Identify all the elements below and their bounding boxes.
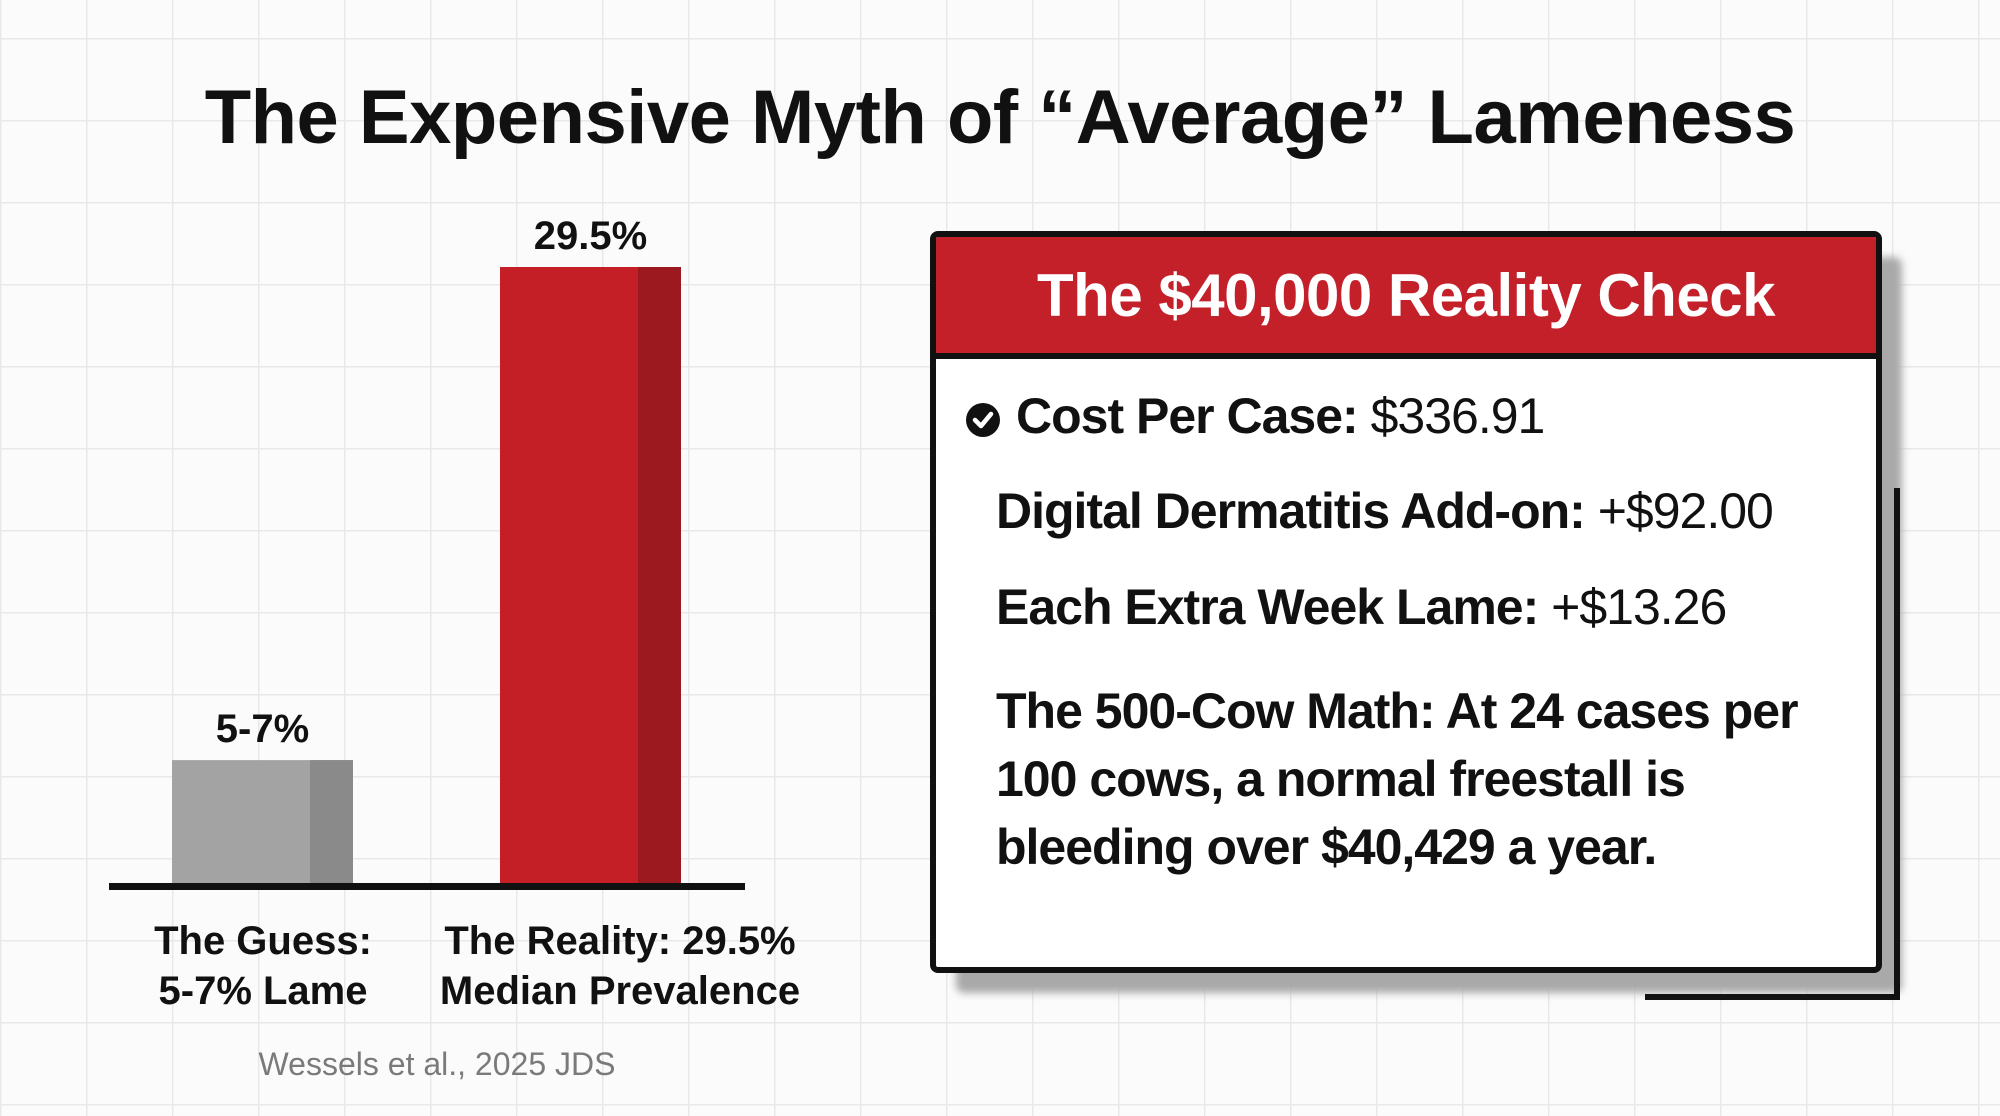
x-axis-line — [109, 883, 745, 890]
card-accent-edge — [1894, 488, 1900, 1000]
cost-per-case: Cost Per Case: $336.91 — [1016, 387, 1546, 445]
category-label-line: Median Prevalence — [439, 969, 801, 1013]
item-value: $336.91 — [1370, 388, 1546, 444]
reality-check-card: The $40,000 Reality Check Cost Per Case:… — [930, 231, 1882, 973]
bar-value-label: 29.5% — [534, 214, 647, 258]
source-citation: Wessels et al., 2025 JDS — [258, 1046, 616, 1082]
card-title: The $40,000 Reality Check — [936, 237, 1876, 359]
digital-dermatitis-addon: Digital Dermatitis Add-on: +$92.00 — [996, 482, 1774, 540]
item-value: +$13.26 — [1551, 579, 1727, 635]
item-label: Digital Dermatitis Add-on: — [996, 483, 1586, 539]
bar-value-label: 5-7% — [216, 707, 309, 751]
item-value: +$92.00 — [1597, 483, 1774, 539]
category-label-guess: The Guess: 5-7% Lame — [53, 916, 473, 1016]
item-label: Each Extra Week Lame: — [996, 579, 1539, 635]
card-accent-edge — [1645, 994, 1900, 1000]
category-label-line: The Reality: 29.5% — [444, 919, 796, 963]
item-label: Cost Per Case: — [1016, 388, 1359, 444]
category-label-reality: The Reality: 29.5% Median Prevalence — [410, 916, 830, 1016]
page-title: The Expensive Myth of “Average” Lameness — [204, 75, 1796, 160]
herd-math-paragraph: The 500-Cow Math: At 24 cases per 100 co… — [996, 683, 1799, 875]
category-label-line: 5-7% Lame — [158, 969, 368, 1013]
category-label-line: The Guess: — [154, 919, 372, 963]
extra-week-lame: Each Extra Week Lame: +$13.26 — [996, 578, 1727, 636]
check-circle-icon — [966, 403, 1000, 437]
bar-side-shade — [310, 760, 353, 886]
bar-side-shade — [638, 267, 681, 886]
